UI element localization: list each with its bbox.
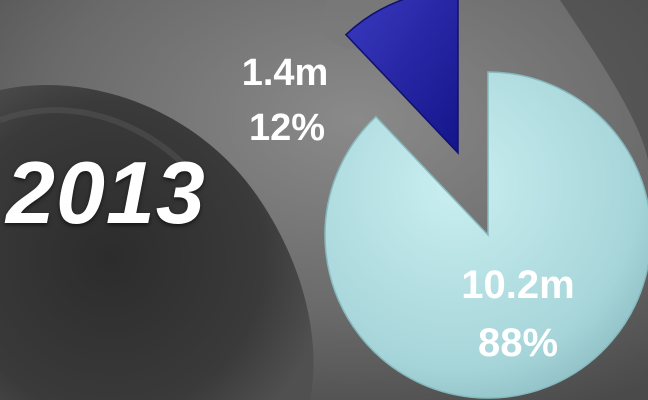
- slice-percent-label-small: 12%: [249, 107, 325, 149]
- slice-value-label-small: 1.4m: [242, 52, 329, 94]
- background-shadow: [0, 84, 314, 400]
- background-hair: [560, 0, 648, 160]
- pie-slice-small: [344, 0, 459, 155]
- slice-value-label-large: 10.2m: [461, 263, 574, 307]
- slice-percent-label-large: 88%: [478, 321, 558, 365]
- background-contour: [0, 107, 193, 173]
- year-title: 2013: [6, 143, 206, 242]
- pie-slice-large: [324, 71, 648, 399]
